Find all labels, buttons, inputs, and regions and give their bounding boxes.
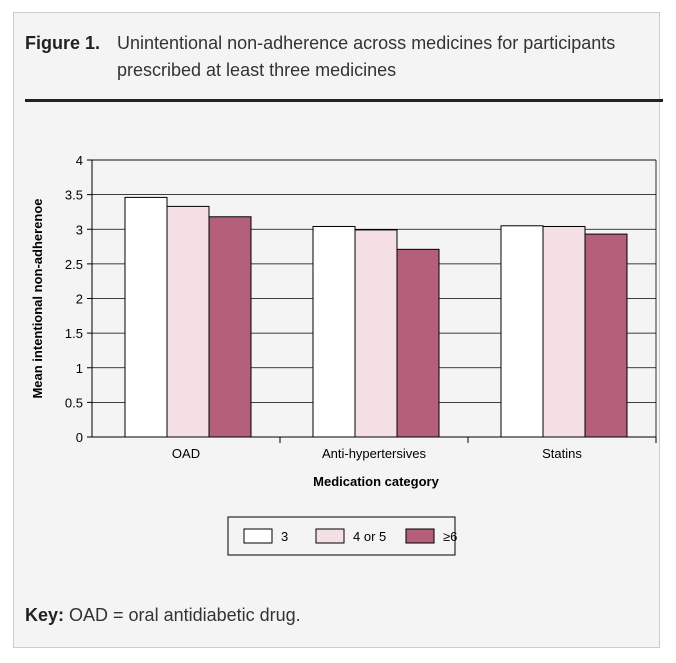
bar	[312, 225, 356, 438]
y-tick-label: 3	[76, 222, 83, 237]
y-tick-label: 0.5	[65, 395, 83, 410]
legend-label: ≥6	[443, 529, 457, 544]
legend-label: 4 or 5	[353, 529, 386, 544]
bar-chart: 0 0.5 1 1.5 2 2.5 3 3.5 4 OAD Anti-hypertersives St…	[30, 153, 657, 556]
bar	[354, 229, 398, 438]
figure-label: Figure 1.	[25, 33, 101, 53]
bar	[208, 216, 252, 438]
figure-caption-text: Unintentional non-adherence across medic…	[117, 33, 616, 80]
key-text: OAD = oral antidiabetic drug.	[69, 605, 301, 625]
bar	[166, 205, 210, 438]
bar	[584, 233, 628, 438]
key-label: Key:	[25, 605, 65, 625]
y-tick-label: 0	[76, 430, 83, 445]
legend-swatch	[243, 528, 273, 544]
y-tick-label: 4	[76, 153, 83, 168]
legend-swatch	[405, 528, 435, 544]
key-note: Key: OAD = oral antidiabetic drug.	[25, 605, 301, 626]
caption-divider	[25, 99, 663, 102]
legend-label: 3	[281, 529, 288, 544]
figure-caption: Figure 1. Unintentional non-adherence ac…	[25, 30, 665, 84]
y-tick-label: 1	[76, 361, 83, 376]
bar	[124, 196, 168, 438]
bar	[396, 248, 440, 438]
x-tick-label: OAD	[172, 446, 200, 461]
y-tick-label: 3.5	[65, 188, 83, 203]
legend-box	[227, 516, 456, 556]
bar	[542, 225, 586, 438]
y-tick-label: 2.5	[65, 257, 83, 272]
bar	[500, 225, 544, 438]
y-axis-title: Mean intentional non-adherenoe	[30, 198, 45, 398]
y-tick-label: 1.5	[65, 326, 83, 341]
x-axis-title: Medication category	[313, 474, 439, 489]
x-tick-label: Anti-hypertersives	[322, 446, 427, 461]
y-tick-label: 2	[76, 292, 83, 307]
x-tick-label: Statins	[542, 446, 582, 461]
legend-swatch	[315, 528, 345, 544]
